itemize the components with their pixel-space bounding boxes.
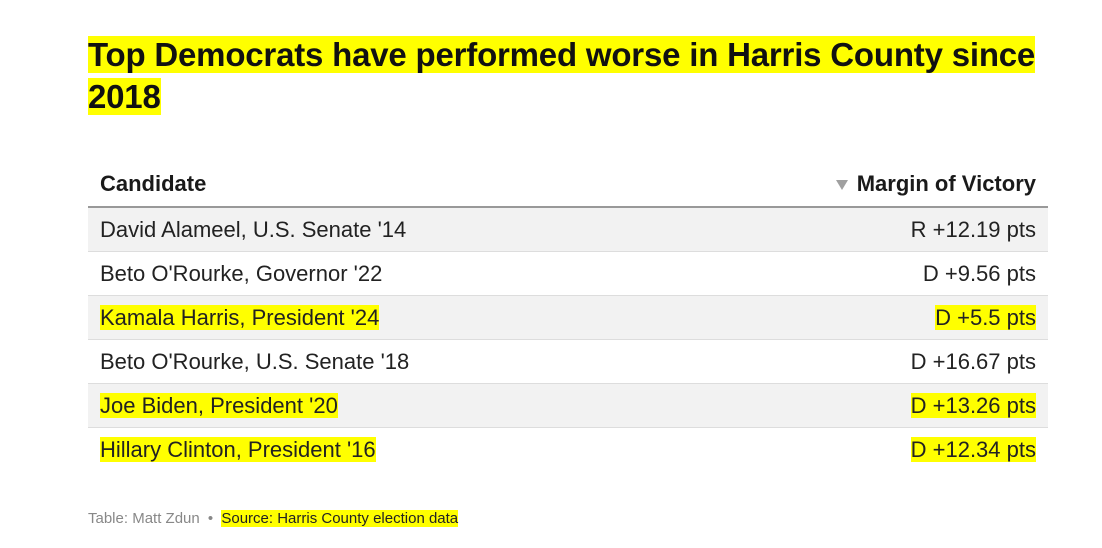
table-row: David Alameel, U.S. Senate '14 R +12.19 … — [88, 208, 1048, 252]
separator-dot: • — [207, 510, 214, 527]
candidate-text: Joe Biden, President '20 — [100, 392, 338, 418]
margin-cell: D +13.26 pts — [910, 392, 1048, 419]
margin-text: R +12.19 pts — [910, 216, 1036, 242]
margin-text: D +12.34 pts — [910, 436, 1036, 462]
column-header-margin-label: Margin of Victory — [856, 170, 1036, 196]
source-link[interactable]: Source: Harris County election data — [221, 510, 459, 527]
margin-cell: D +16.67 pts — [911, 349, 1048, 375]
candidate-text: David Alameel, U.S. Senate '14 — [100, 216, 407, 242]
candidate-cell: Kamala Harris, President '24 — [88, 304, 935, 331]
candidate-text: Beto O'Rourke, U.S. Senate '18 — [100, 348, 410, 374]
candidate-text: Kamala Harris, President '24 — [100, 304, 380, 330]
margin-text: D +5.5 pts — [935, 304, 1036, 330]
margin-text: D +13.26 pts — [910, 392, 1036, 418]
table-row: Kamala Harris, President '24 D +5.5 pts — [88, 296, 1048, 340]
data-table: Candidate Margin of Victory David Alamee… — [88, 161, 1048, 471]
chart-title-text: Top Democrats have performed worse in Ha… — [88, 36, 1036, 115]
credit-text: Table: Matt Zdun — [88, 510, 200, 527]
chart-container: Top Democrats have performed worse in Ha… — [88, 34, 1048, 527]
source-text: Harris County election data — [277, 510, 459, 527]
chart-footer: Table: Matt Zdun • Source: Harris County… — [88, 510, 459, 527]
candidate-cell: David Alameel, U.S. Senate '14 — [88, 217, 911, 243]
table-row: Joe Biden, President '20 D +13.26 pts — [88, 384, 1048, 428]
table-header: Candidate Margin of Victory — [88, 161, 1048, 208]
column-header-candidate[interactable]: Candidate — [100, 170, 207, 196]
candidate-cell: Hillary Clinton, President '16 — [88, 436, 911, 463]
candidate-cell: Beto O'Rourke, Governor '22 — [88, 261, 923, 287]
margin-cell: D +9.56 pts — [923, 261, 1048, 287]
candidate-cell: Beto O'Rourke, U.S. Senate '18 — [88, 349, 911, 375]
margin-cell: R +12.19 pts — [911, 217, 1048, 243]
table-row: Hillary Clinton, President '16 D +12.34 … — [88, 428, 1048, 471]
margin-cell: D +12.34 pts — [910, 436, 1048, 463]
candidate-text: Hillary Clinton, President '16 — [100, 436, 376, 462]
source-label: Source: — [221, 510, 274, 527]
candidate-cell: Joe Biden, President '20 — [88, 392, 911, 419]
table-row: Beto O'Rourke, Governor '22 D +9.56 pts — [88, 252, 1048, 296]
margin-cell: D +5.5 pts — [935, 304, 1048, 331]
margin-text: D +16.67 pts — [910, 348, 1036, 374]
margin-text: D +9.56 pts — [922, 260, 1036, 286]
chart-title: Top Democrats have performed worse in Ha… — [88, 34, 1048, 118]
candidate-text: Beto O'Rourke, Governor '22 — [100, 260, 383, 286]
table-row: Beto O'Rourke, U.S. Senate '18 D +16.67 … — [88, 340, 1048, 384]
column-header-margin[interactable]: Margin of Victory — [835, 170, 1048, 197]
sort-desc-icon[interactable] — [835, 179, 848, 190]
